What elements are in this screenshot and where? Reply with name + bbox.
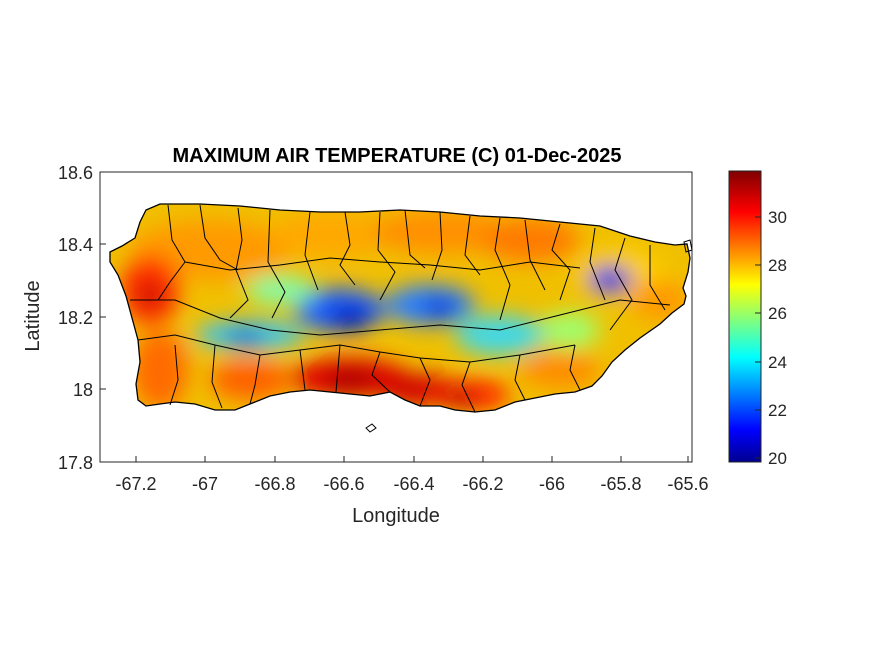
y-tick-label: 18.6 xyxy=(58,163,93,183)
x-tick-label: -67 xyxy=(192,474,218,494)
x-tick: -67.2 xyxy=(115,456,157,494)
y-axis-label: Latitude xyxy=(22,280,44,351)
x-tick-label: -66.8 xyxy=(254,474,295,494)
x-tick: -65.8 xyxy=(600,456,642,494)
colorbar-tick-label: 30 xyxy=(768,208,787,227)
x-tick: -66.6 xyxy=(323,456,365,494)
colorbar-tick-label: 22 xyxy=(768,401,787,420)
colorbar-tick: 26 xyxy=(755,304,787,323)
y-tick: 18.4 xyxy=(58,235,106,255)
y-tick-label: 17.8 xyxy=(58,453,93,473)
x-tick-label: -65.6 xyxy=(667,474,708,494)
y-tick: 17.8 xyxy=(58,453,106,473)
x-tick: -66.8 xyxy=(254,456,296,494)
x-tick: -66.4 xyxy=(393,456,435,494)
y-tick: 18.6 xyxy=(58,163,106,183)
y-tick-label: 18.4 xyxy=(58,235,93,255)
y-axis: 18.6 18.4 18.2 18 17.8 xyxy=(58,163,106,473)
x-tick-label: -66.6 xyxy=(323,474,364,494)
y-tick: 18.2 xyxy=(58,308,106,328)
x-tick-label: -67.2 xyxy=(115,474,156,494)
caja-de-muertos-island xyxy=(365,423,377,433)
colorbar-tick-label: 26 xyxy=(768,304,787,323)
colorbar-tick: 20 xyxy=(755,449,787,468)
x-tick: -67 xyxy=(192,456,218,494)
x-tick: -65.6 xyxy=(667,456,709,494)
y-tick-label: 18.2 xyxy=(58,308,93,328)
colorbar-tick: 22 xyxy=(755,401,787,420)
x-axis: -67.2 -67 -66.8 -66.6 -66.4 -66.2 -66 -6… xyxy=(115,456,709,494)
x-axis-label: Longitude xyxy=(352,505,440,527)
colorbar-tick: 30 xyxy=(755,208,787,227)
x-tick-label: -66.4 xyxy=(393,474,434,494)
colorbar-tick: 28 xyxy=(755,256,787,275)
colorbar-tick-label: 28 xyxy=(768,256,787,275)
chart-title: MAXIMUM AIR TEMPERATURE (C) 01-Dec-2025 xyxy=(173,145,622,167)
colorbar: 30 28 26 24 22 20 xyxy=(728,170,787,468)
x-tick: -66.2 xyxy=(462,456,504,494)
x-tick: -66 xyxy=(539,456,565,494)
colorbar-gradient xyxy=(728,170,762,463)
colorbar-tick-label: 20 xyxy=(768,449,787,468)
y-tick: 18 xyxy=(73,380,106,400)
eastern-islet xyxy=(683,239,693,253)
y-tick-label: 18 xyxy=(73,380,93,400)
temperature-field xyxy=(110,204,690,412)
x-tick-label: -65.8 xyxy=(600,474,641,494)
municipality-boundaries xyxy=(130,204,671,413)
x-tick-label: -66 xyxy=(539,474,565,494)
x-tick-label: -66.2 xyxy=(462,474,503,494)
colorbar-tick: 24 xyxy=(755,353,787,372)
colorbar-tick-label: 24 xyxy=(768,353,787,372)
